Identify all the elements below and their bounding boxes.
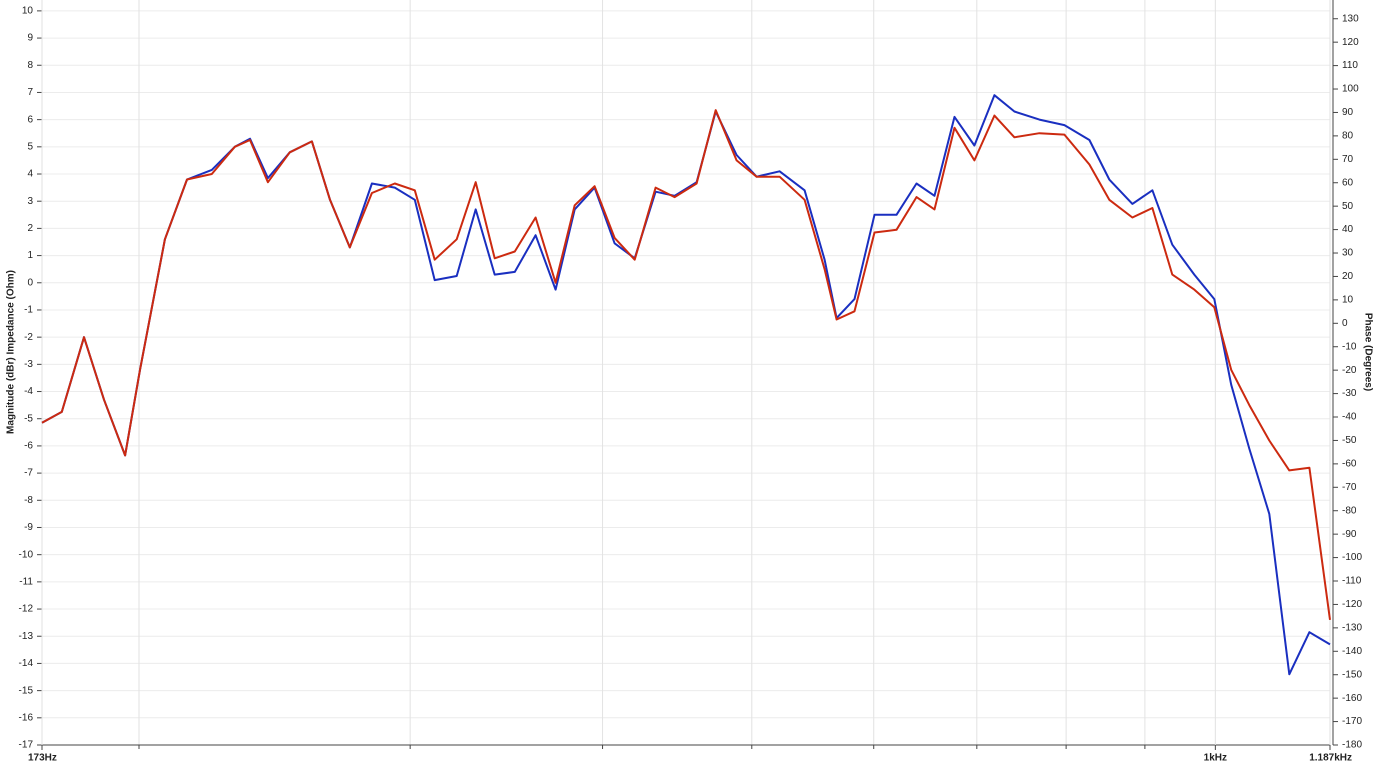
y-tick-label: -7 (24, 468, 33, 479)
y-tick-label: -3 (24, 359, 33, 370)
y2-tick-label: -70 (1342, 482, 1357, 493)
y2-tick-label: 40 (1342, 224, 1354, 235)
y-tick-label: -1 (24, 305, 33, 316)
y-tick-label: 5 (27, 141, 33, 152)
y2-tick-label: 130 (1342, 13, 1359, 24)
y-axis-label: Magnitude (dBr) Impedance (Ohm) (6, 270, 17, 434)
y2-tick-label: -80 (1342, 505, 1357, 516)
data-line (41, 109, 1331, 621)
y-tick-label: 8 (27, 60, 33, 71)
y-tick-label: -6 (24, 441, 33, 452)
x-tick-label: 173Hz (28, 753, 57, 764)
y-tick-label: -4 (24, 386, 33, 397)
y-tick-label: -15 (19, 685, 34, 696)
y2-tick-label: 50 (1342, 201, 1354, 212)
y2-tick-label: -130 (1342, 623, 1362, 634)
y2-axis-label: Phase (Degrees) (1362, 313, 1373, 391)
y-tick-label: -11 (19, 577, 33, 588)
y-tick-label: -13 (19, 631, 34, 642)
y2-tick-label: 0 (1342, 318, 1348, 329)
y-tick-label: 4 (27, 169, 33, 180)
y-tick-label: 6 (27, 114, 33, 125)
y2-tick-label: 30 (1342, 248, 1354, 259)
y-tick-label: -17 (19, 740, 34, 751)
y-tick-label: 0 (27, 277, 33, 288)
y2-tick-label: -40 (1342, 412, 1357, 423)
y2-tick-label: -20 (1342, 365, 1357, 376)
y2-tick-label: -150 (1342, 669, 1362, 680)
y-tick-label: -14 (19, 658, 34, 669)
y2-tick-label: -160 (1342, 693, 1362, 704)
y2-tick-label: 10 (1342, 295, 1354, 306)
y-tick-label: -9 (24, 522, 33, 533)
y2-tick-label: 70 (1342, 154, 1354, 165)
y2-tick-label: 60 (1342, 177, 1354, 188)
y2-tick-label: -60 (1342, 459, 1357, 470)
y2-tick-label: -120 (1342, 599, 1362, 610)
y2-tick-label: -10 (1342, 341, 1357, 352)
y2-tick-label: -90 (1342, 529, 1357, 540)
y-tick-label: 7 (27, 87, 33, 98)
y-tick-label: 2 (27, 223, 33, 234)
y2-tick-label: 80 (1342, 131, 1354, 142)
y2-tick-label: 110 (1342, 60, 1358, 71)
data-line (41, 94, 1331, 676)
y-tick-label: -10 (19, 549, 34, 560)
y2-tick-label: 120 (1342, 37, 1359, 48)
y2-tick-label: -170 (1342, 716, 1362, 727)
y2-tick-label: 90 (1342, 107, 1354, 118)
x-tick-label: 1.187kHz (1309, 753, 1352, 764)
y-tick-label: -2 (24, 332, 33, 343)
y-tick-label: 3 (27, 196, 33, 207)
y-tick-label: 10 (22, 6, 34, 17)
y2-tick-label: -180 (1342, 740, 1362, 751)
y2-tick-label: -100 (1342, 552, 1362, 563)
y-tick-label: -16 (19, 712, 34, 723)
y2-tick-label: -30 (1342, 388, 1357, 399)
y2-tick-label: -50 (1342, 435, 1357, 446)
y-tick-label: 1 (27, 250, 33, 261)
x-tick-label: 1kHz (1204, 753, 1227, 764)
y2-tick-label: 20 (1342, 271, 1354, 282)
y-tick-label: -8 (24, 495, 33, 506)
y-tick-label: 9 (27, 33, 33, 44)
y2-tick-label: -140 (1342, 646, 1362, 657)
y2-tick-label: -110 (1342, 576, 1362, 587)
y-tick-label: -12 (19, 604, 34, 615)
y-tick-label: -5 (24, 413, 33, 424)
y2-tick-label: 100 (1342, 84, 1359, 95)
